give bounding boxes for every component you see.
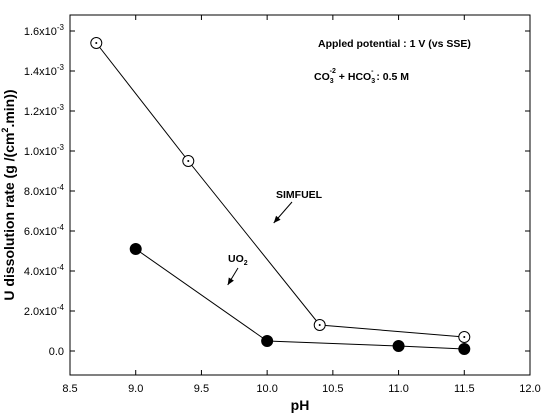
series-simfuel [90,37,471,343]
data-point [458,343,471,355]
plot-frame [69,14,531,376]
y-tick-label: 1.6x10-3 [24,23,65,38]
simfuel-arrowhead [273,215,281,223]
uo2-label: UO2 [228,253,248,267]
data-point [392,340,405,352]
x-tick-label: 11.5 [454,383,475,395]
y-tick-label: 1.4x10-3 [24,63,65,78]
y-tick-label: 1.0x10-3 [24,143,65,158]
y-tick-label: 1.2x10-3 [24,103,65,118]
series-uo2 [129,243,471,355]
x-tick-label: 8.5 [62,383,77,395]
x-axis-tick-labels: 8.5 9.0 9.5 10.0 10.5 11.0 11.5 12.0 [62,383,540,395]
y-tick-label: 0.0 [49,346,64,358]
series-layer [90,37,471,355]
series-line [95,42,465,338]
uo2-arrowhead [227,277,234,285]
y-tick-label: 8.0x10-4 [24,183,65,198]
data-point [261,335,274,347]
x-tick-label: 12.0 [519,383,540,395]
data-point-center [187,160,190,162]
simfuel-label: SIMFUEL [276,189,323,201]
applied-potential-annotation: Appled potential : 1 V (vs SSE) [318,38,471,50]
y-axis-tick-labels: 0.0 2.0x10-4 4.0x10-4 6.0x10-4 8.0x10-4 1.0x1… [24,23,65,358]
y-tick-label: 4.0x10-4 [24,263,65,278]
y-axis-title: U dissolution rate (g /(cm2.min)) [0,89,17,300]
x-tick-label: 9.0 [128,383,143,395]
x-tick-label: 10.0 [256,383,277,395]
x-tick-label: 9.5 [194,383,209,395]
y-tick-label: 6.0x10-4 [24,223,65,238]
data-point-center [318,324,321,326]
y-axis-ticks [70,30,530,352]
series-line [135,248,465,350]
y-tick-label: 2.0x10-4 [24,303,65,318]
x-axis-title: pH [291,397,310,413]
x-tick-label: 11.0 [388,383,409,395]
concentration-annotation: CO3-2 + HCO3- : 0.5 M [314,68,409,85]
data-point [129,243,142,255]
x-tick-label: 10.5 [322,383,343,395]
data-point-center [95,42,98,44]
data-point-center [463,336,466,338]
